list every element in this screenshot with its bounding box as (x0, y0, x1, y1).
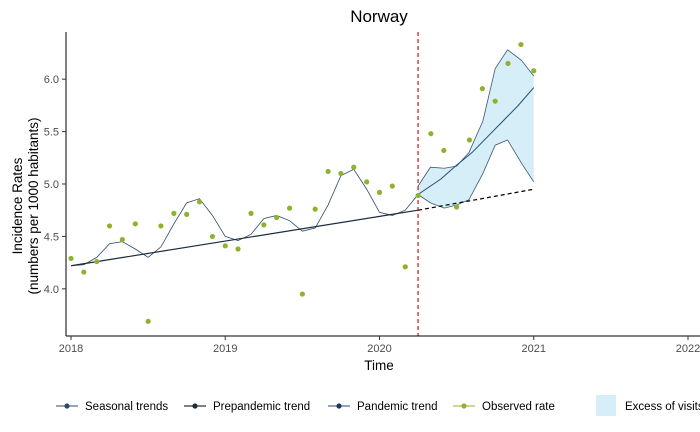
observed-point (492, 98, 498, 104)
x-tick-label: 2019 (213, 343, 237, 355)
observed-point (119, 236, 125, 243)
x-tick-label: 2020 (367, 343, 391, 355)
observed-point (454, 204, 460, 210)
observed-point (299, 291, 305, 297)
y-axis-label-line2: (numbers per 1000 habitants) (26, 117, 41, 294)
observed-point (338, 170, 344, 177)
series-layer (70, 87, 535, 267)
x-tick-label: 2022 (676, 343, 700, 355)
observed-point (286, 205, 293, 211)
prepandemic-trend-line (70, 209, 419, 267)
observed-point (248, 210, 254, 216)
observed-point (389, 183, 395, 189)
excess-band-layer (417, 49, 535, 209)
chart-title: Norway (350, 7, 408, 26)
prepandemic-trend-projection (417, 188, 534, 211)
observed-point (531, 68, 537, 74)
x-axis-label: Time (364, 358, 394, 373)
excess-band-lower-line (417, 139, 535, 209)
observed-point (312, 206, 318, 212)
observed-point (158, 223, 164, 229)
legend-swatch-excess (596, 395, 616, 416)
observed-point (441, 147, 447, 154)
y-tick-label: 5.0 (44, 179, 59, 191)
legend-dot-observed (461, 403, 467, 409)
observed-point (364, 179, 370, 185)
observed-point (132, 221, 138, 227)
observed-point (209, 233, 216, 240)
observed-point (415, 192, 421, 199)
y-axis-label-line1: Incidence Rates (10, 157, 25, 254)
observed-point (505, 60, 511, 67)
observed-point (145, 318, 151, 324)
pandemic-trend-line (417, 87, 535, 195)
legend-label-observed: Observed rate (482, 401, 555, 413)
legend-label-excess: Excess of visits (625, 401, 700, 413)
excess-band-area (418, 49, 534, 209)
legend-dot-seasonal (64, 403, 70, 409)
excess-band-upper-line (417, 49, 535, 187)
legend-item-prepandemic: Prepandemic trend (184, 401, 310, 413)
observed-point (428, 131, 434, 137)
x-tick-label: 2021 (522, 343, 546, 355)
observed-point (351, 164, 357, 170)
observed-point (325, 168, 331, 175)
observed-points-layer (68, 41, 537, 324)
legend-dot-prepandemic (192, 403, 198, 409)
observed-point (184, 211, 190, 217)
observed-point (376, 189, 383, 195)
observed-point (518, 41, 524, 48)
x-axis-ticks: 2018 2019 2020 2021 2022 (59, 336, 700, 355)
y-tick-label: 4.5 (44, 231, 59, 243)
observed-point (479, 86, 485, 92)
observed-point (106, 223, 113, 229)
y-axis-ticks: 4.0 4.5 5.0 5.5 6.0 (44, 74, 66, 296)
legend-item-seasonal: Seasonal trends (56, 401, 168, 413)
y-tick-label: 4.0 (44, 284, 59, 296)
legend-item-observed: Observed rate (453, 401, 555, 413)
observed-point (261, 222, 267, 228)
observed-point (235, 246, 241, 252)
observed-point (68, 255, 74, 262)
observed-point (94, 258, 100, 265)
legend-dot-pandemic (336, 403, 342, 409)
legend-label-pandemic: Pandemic trend (357, 401, 438, 413)
observed-point (274, 214, 280, 221)
observed-point (222, 243, 228, 249)
observed-point (171, 210, 177, 216)
x-tick-label: 2018 (59, 343, 83, 355)
y-tick-label: 5.5 (44, 127, 59, 139)
observed-point (402, 264, 408, 270)
legend-label-seasonal: Seasonal trends (85, 401, 168, 413)
legend-item-excess: Excess of visits (596, 395, 700, 416)
observed-point (466, 137, 473, 143)
observed-point (81, 269, 87, 275)
observed-point (196, 199, 203, 205)
legend-label-prepandemic: Prepandemic trend (213, 401, 310, 413)
y-tick-label: 6.0 (44, 74, 59, 86)
legend: Seasonal trends Prepandemic trend Pandem… (56, 395, 700, 416)
legend-item-pandemic: Pandemic trend (328, 401, 438, 413)
